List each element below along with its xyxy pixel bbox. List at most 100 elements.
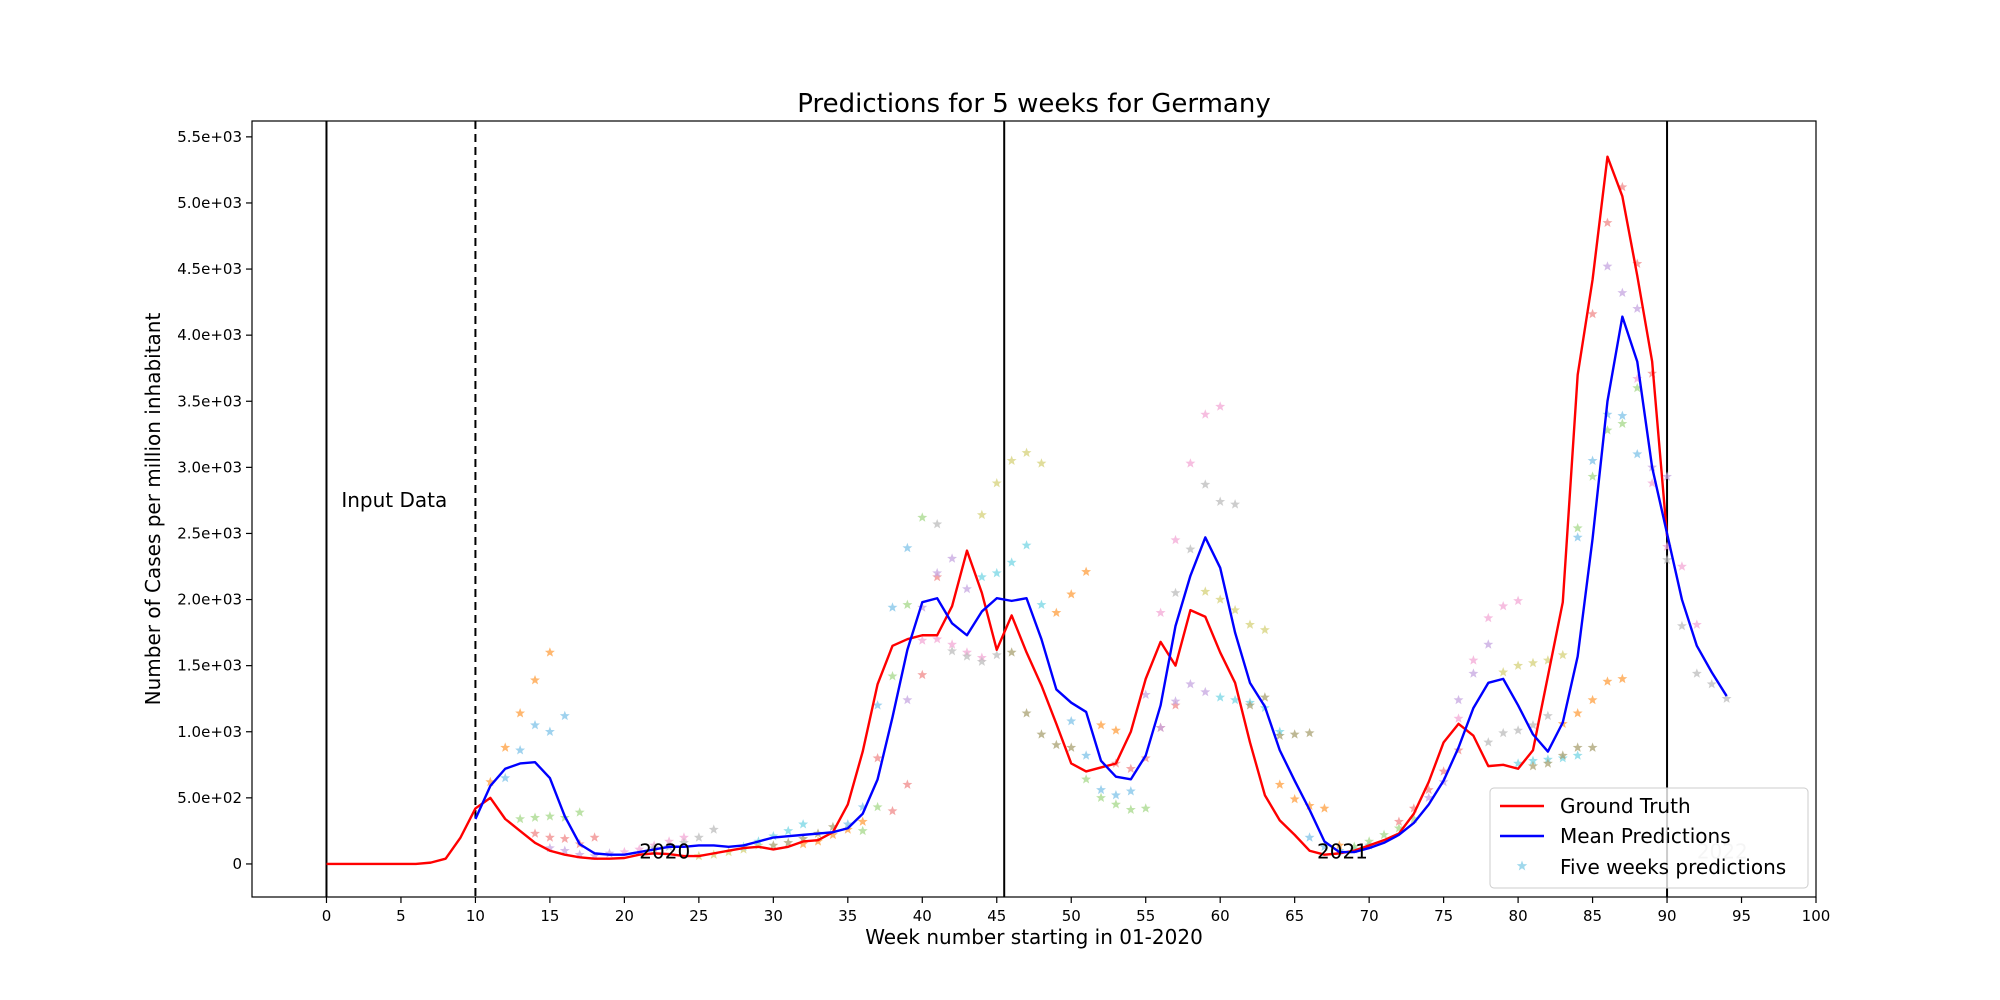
prediction-point bbox=[1110, 799, 1121, 809]
prediction-point bbox=[1096, 784, 1106, 795]
x-tick-label: 20 bbox=[615, 907, 634, 925]
prediction-point bbox=[708, 824, 719, 834]
prediction-point bbox=[857, 801, 868, 812]
prediction-point bbox=[1066, 715, 1077, 726]
y-tick-label: 2.5e+03 bbox=[177, 524, 242, 542]
prediction-point bbox=[544, 842, 555, 853]
prediction-point bbox=[887, 805, 898, 816]
prediction-point bbox=[693, 832, 704, 842]
prediction-point bbox=[634, 844, 645, 854]
x-tick-label: 70 bbox=[1360, 907, 1379, 925]
prediction-point bbox=[753, 840, 764, 850]
prediction-point bbox=[1200, 686, 1211, 697]
prediction-point bbox=[1349, 841, 1360, 851]
prediction-point bbox=[1662, 554, 1672, 565]
prediction-point bbox=[1140, 803, 1151, 813]
prediction-point bbox=[1453, 713, 1464, 723]
prediction-point bbox=[887, 671, 898, 681]
legend-star-icon bbox=[1516, 860, 1528, 871]
prediction-point bbox=[798, 838, 809, 849]
prediction-point bbox=[1528, 719, 1538, 730]
prediction-point bbox=[1691, 619, 1702, 629]
x-tick-label: 75 bbox=[1434, 907, 1453, 925]
prediction-point bbox=[932, 567, 943, 578]
prediction-point bbox=[1245, 700, 1255, 710]
prediction-point bbox=[515, 813, 526, 824]
prediction-point bbox=[1125, 804, 1136, 814]
x-tick-label: 50 bbox=[1062, 907, 1081, 925]
prediction-point bbox=[485, 776, 496, 787]
prediction-point bbox=[991, 649, 1002, 660]
prediction-point bbox=[1662, 471, 1672, 481]
prediction-point bbox=[1498, 600, 1509, 611]
prediction-point bbox=[1215, 692, 1226, 702]
prediction-point bbox=[1498, 727, 1509, 738]
prediction-point bbox=[500, 772, 511, 783]
prediction-point bbox=[1200, 586, 1211, 596]
y-tick-label: 4.5e+03 bbox=[177, 260, 242, 278]
prediction-point bbox=[1542, 710, 1553, 721]
x-tick-label: 45 bbox=[987, 907, 1006, 925]
prediction-point bbox=[1170, 696, 1181, 706]
prediction-point bbox=[1483, 639, 1494, 649]
prediction-point bbox=[679, 832, 689, 842]
prediction-point bbox=[932, 519, 943, 529]
prediction-point bbox=[1110, 725, 1121, 735]
prediction-point bbox=[857, 825, 868, 836]
prediction-point bbox=[1081, 566, 1092, 576]
prediction-point bbox=[604, 848, 615, 858]
prediction-point bbox=[1587, 471, 1598, 481]
prediction-point bbox=[872, 801, 883, 812]
prediction-point bbox=[1170, 700, 1181, 710]
prediction-point bbox=[783, 825, 794, 836]
prediction-point bbox=[947, 553, 958, 563]
prediction-point bbox=[1408, 813, 1419, 824]
x-tick-label: 5 bbox=[396, 907, 406, 925]
prediction-point bbox=[559, 833, 570, 844]
x-axis-label: Week number starting in 01-2020 bbox=[865, 925, 1203, 949]
prediction-point bbox=[1259, 692, 1270, 702]
prediction-point bbox=[559, 710, 570, 721]
prediction-point bbox=[1110, 790, 1121, 800]
prediction-point bbox=[1587, 742, 1598, 752]
prediction-point bbox=[1557, 750, 1568, 760]
prediction-point bbox=[649, 842, 660, 853]
mean-predictions-line bbox=[474, 315, 1728, 856]
prediction-point bbox=[1498, 667, 1509, 677]
prediction-point bbox=[1483, 612, 1494, 623]
prediction-point bbox=[559, 845, 570, 855]
five-weeks-predictions-points bbox=[485, 181, 1732, 861]
prediction-point bbox=[1528, 760, 1538, 771]
x-tick-label: 40 bbox=[913, 907, 932, 925]
prediction-point bbox=[1632, 303, 1643, 313]
x-tick-label: 10 bbox=[466, 907, 485, 925]
prediction-point bbox=[530, 719, 540, 730]
prediction-point bbox=[1483, 737, 1494, 747]
prediction-point bbox=[574, 849, 585, 859]
prediction-point bbox=[1051, 739, 1062, 750]
prediction-point bbox=[1364, 836, 1375, 846]
prediction-point bbox=[1274, 730, 1285, 740]
prediction-point bbox=[1081, 774, 1092, 784]
prediction-point bbox=[1230, 604, 1241, 615]
prediction-point bbox=[1632, 258, 1643, 268]
prediction-point bbox=[887, 602, 898, 612]
prediction-point bbox=[1513, 660, 1524, 670]
legend-label-five-weeks-predictions: Five weeks predictions bbox=[1560, 855, 1786, 879]
prediction-point bbox=[1304, 800, 1315, 810]
legend-swatch-five-weeks-icon bbox=[1516, 860, 1528, 871]
prediction-point bbox=[1602, 425, 1613, 435]
y-tick-label: 3.0e+03 bbox=[177, 458, 242, 476]
prediction-point bbox=[1021, 540, 1032, 550]
prediction-point bbox=[1408, 803, 1419, 813]
prediction-point bbox=[991, 478, 1002, 488]
prediction-point bbox=[1587, 308, 1598, 319]
prediction-point bbox=[1617, 287, 1628, 298]
prediction-point bbox=[1170, 534, 1181, 545]
prediction-point bbox=[1513, 725, 1524, 735]
x-tick-label: 35 bbox=[838, 907, 857, 925]
prediction-point bbox=[932, 634, 943, 644]
prediction-point bbox=[857, 816, 868, 826]
prediction-point bbox=[515, 745, 526, 755]
